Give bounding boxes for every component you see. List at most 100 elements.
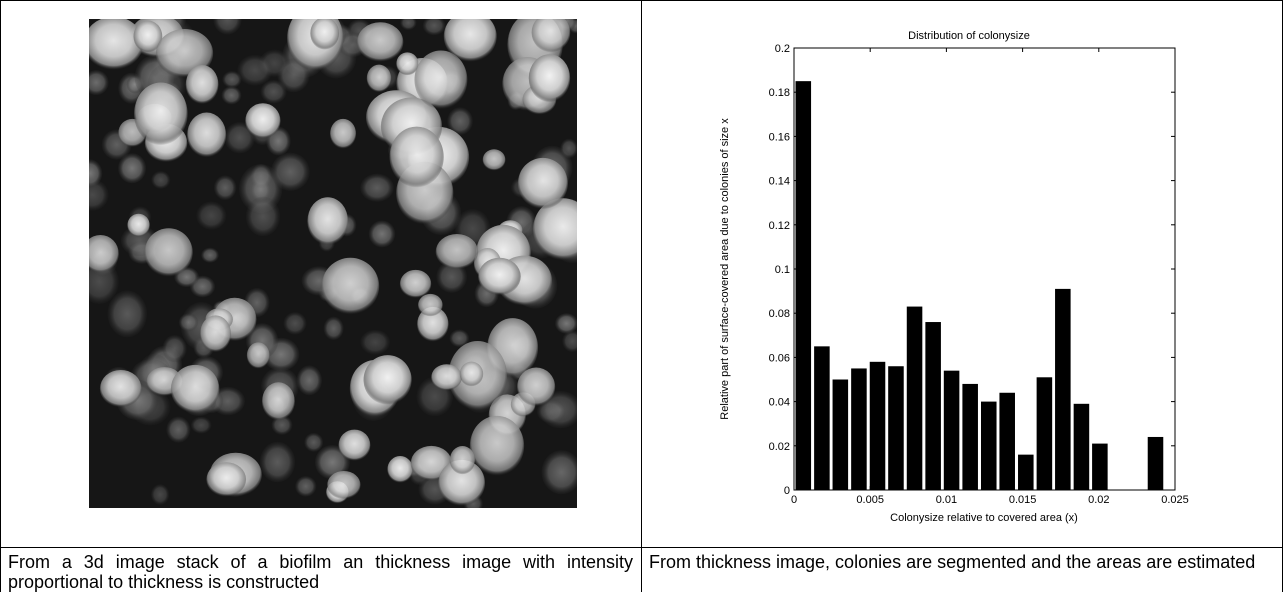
x-tick-label: 0 bbox=[791, 494, 797, 506]
bar bbox=[832, 379, 849, 490]
bright-colony bbox=[170, 364, 220, 414]
biofilm-image-graphic bbox=[89, 19, 577, 508]
bar-chart: Distribution of colonysize 0 0.02 0.04 0.06… bbox=[719, 30, 1189, 524]
y-tick-label: 0 bbox=[784, 485, 790, 497]
dim-colony bbox=[447, 107, 473, 135]
dim-colony bbox=[150, 484, 170, 505]
dim-colony bbox=[237, 54, 273, 86]
bright-colony bbox=[531, 19, 571, 53]
bright-colony bbox=[435, 234, 479, 270]
bright-colony bbox=[438, 459, 486, 507]
bright-colony bbox=[414, 50, 468, 110]
bright-colony bbox=[517, 367, 556, 407]
dim-colony bbox=[89, 69, 109, 96]
left-caption: From a 3d image stack of a biofilm an th… bbox=[8, 552, 633, 592]
bright-colony bbox=[185, 65, 219, 105]
y-tick-label: 0.12 bbox=[769, 220, 790, 232]
x-tick-label: 0.005 bbox=[856, 494, 884, 506]
y-tick-label: 0.16 bbox=[769, 131, 790, 143]
dim-colony bbox=[323, 316, 344, 341]
dim-colony bbox=[224, 121, 256, 154]
bright-colony bbox=[206, 462, 247, 497]
bright-colony bbox=[389, 126, 444, 188]
bright-colony bbox=[396, 52, 419, 76]
bright-colony bbox=[469, 415, 525, 476]
bright-colony bbox=[417, 306, 449, 342]
bright-colony bbox=[330, 118, 357, 149]
dim-colony bbox=[222, 71, 242, 88]
dim-colony bbox=[360, 329, 391, 355]
dim-colony bbox=[422, 19, 446, 36]
bright-colony bbox=[133, 20, 163, 53]
bright-colony bbox=[246, 342, 270, 369]
bar bbox=[1092, 443, 1108, 490]
dim-colony bbox=[162, 335, 187, 363]
dim-colony bbox=[368, 220, 396, 248]
x-tick-label: 0.015 bbox=[1009, 494, 1037, 506]
bright-colony bbox=[431, 364, 462, 391]
dim-colony bbox=[360, 173, 394, 202]
colony-size-chart: Distribution of colonysize 0 0.02 0.04 0.06… bbox=[700, 18, 1200, 533]
table-column-divider bbox=[641, 0, 642, 592]
bright-colony bbox=[417, 293, 443, 317]
table-border-left bbox=[0, 0, 1, 592]
bright-colony bbox=[443, 19, 497, 62]
bright-colony bbox=[307, 197, 349, 246]
dim-colony bbox=[260, 79, 287, 104]
y-tick-label: 0.2 bbox=[775, 43, 790, 55]
x-tick-label: 0.025 bbox=[1161, 494, 1189, 506]
dim-colony bbox=[555, 313, 577, 334]
bar bbox=[925, 322, 941, 490]
y-tick-label: 0.06 bbox=[769, 352, 790, 364]
y-tick-label: 0.14 bbox=[769, 176, 790, 188]
dim-colony bbox=[304, 432, 324, 452]
dim-colony bbox=[190, 416, 212, 434]
dim-colony bbox=[245, 196, 281, 237]
bright-colony bbox=[533, 198, 577, 261]
bar bbox=[1018, 454, 1034, 490]
bar bbox=[1036, 377, 1053, 490]
bar bbox=[814, 346, 830, 490]
bright-colony bbox=[338, 429, 371, 461]
dim-colony bbox=[178, 313, 199, 332]
y-tick-label: 0.18 bbox=[769, 87, 790, 99]
dim-colony bbox=[283, 312, 307, 335]
right-caption: From thickness image, colonies are segme… bbox=[649, 552, 1256, 572]
dim-colony bbox=[270, 152, 310, 191]
dim-colony bbox=[151, 171, 171, 189]
dim-colony bbox=[562, 330, 577, 353]
bright-colony bbox=[134, 82, 188, 146]
table-row-divider bbox=[0, 547, 1283, 548]
dim-colony bbox=[221, 86, 242, 105]
dim-colony bbox=[295, 476, 317, 497]
dim-colony bbox=[449, 329, 470, 348]
x-axis-label: Colonysize relative to covered area (x) bbox=[890, 512, 1078, 524]
bright-colony bbox=[528, 54, 571, 103]
bright-colony bbox=[387, 456, 413, 483]
bar bbox=[888, 366, 904, 490]
bright-colony bbox=[144, 228, 193, 277]
bright-colony bbox=[310, 19, 340, 50]
x-tick-label: 0.01 bbox=[936, 494, 957, 506]
bright-colony bbox=[99, 369, 142, 408]
dim-colony bbox=[166, 416, 191, 443]
bar bbox=[906, 306, 923, 490]
dim-colony bbox=[196, 201, 227, 230]
bright-colony bbox=[327, 470, 361, 500]
bar bbox=[943, 370, 960, 490]
bright-colony bbox=[356, 22, 404, 62]
y-tick-label: 0.02 bbox=[769, 441, 790, 453]
chart-title: Distribution of colonysize bbox=[908, 30, 1030, 42]
dim-colony bbox=[213, 175, 237, 201]
dim-colony bbox=[89, 159, 103, 188]
y-axis-label: Relative part of surface-covered area du… bbox=[719, 118, 731, 420]
dim-colony bbox=[201, 247, 219, 263]
bright-colony bbox=[459, 361, 484, 387]
dim-colony bbox=[118, 153, 147, 184]
bright-colony bbox=[187, 112, 227, 158]
dim-colony bbox=[259, 441, 296, 483]
dim-colony bbox=[89, 179, 109, 211]
bar bbox=[851, 368, 867, 490]
dim-colony bbox=[400, 19, 417, 30]
bar bbox=[999, 392, 1015, 490]
